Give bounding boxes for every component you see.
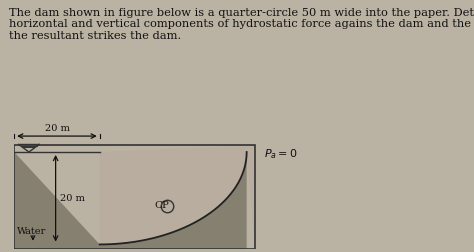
Polygon shape (100, 145, 255, 244)
Text: CP: CP (155, 201, 169, 210)
Text: 20 m: 20 m (61, 194, 85, 203)
Text: $P_a=0$: $P_a=0$ (264, 147, 298, 161)
Text: The dam shown in figure below is a quarter-circle 50 m wide into the paper. Dete: The dam shown in figure below is a quart… (9, 8, 474, 41)
Bar (14, 145, 255, 249)
Text: 20 m: 20 m (45, 124, 69, 133)
Text: Water: Water (18, 227, 46, 236)
Polygon shape (14, 152, 246, 249)
